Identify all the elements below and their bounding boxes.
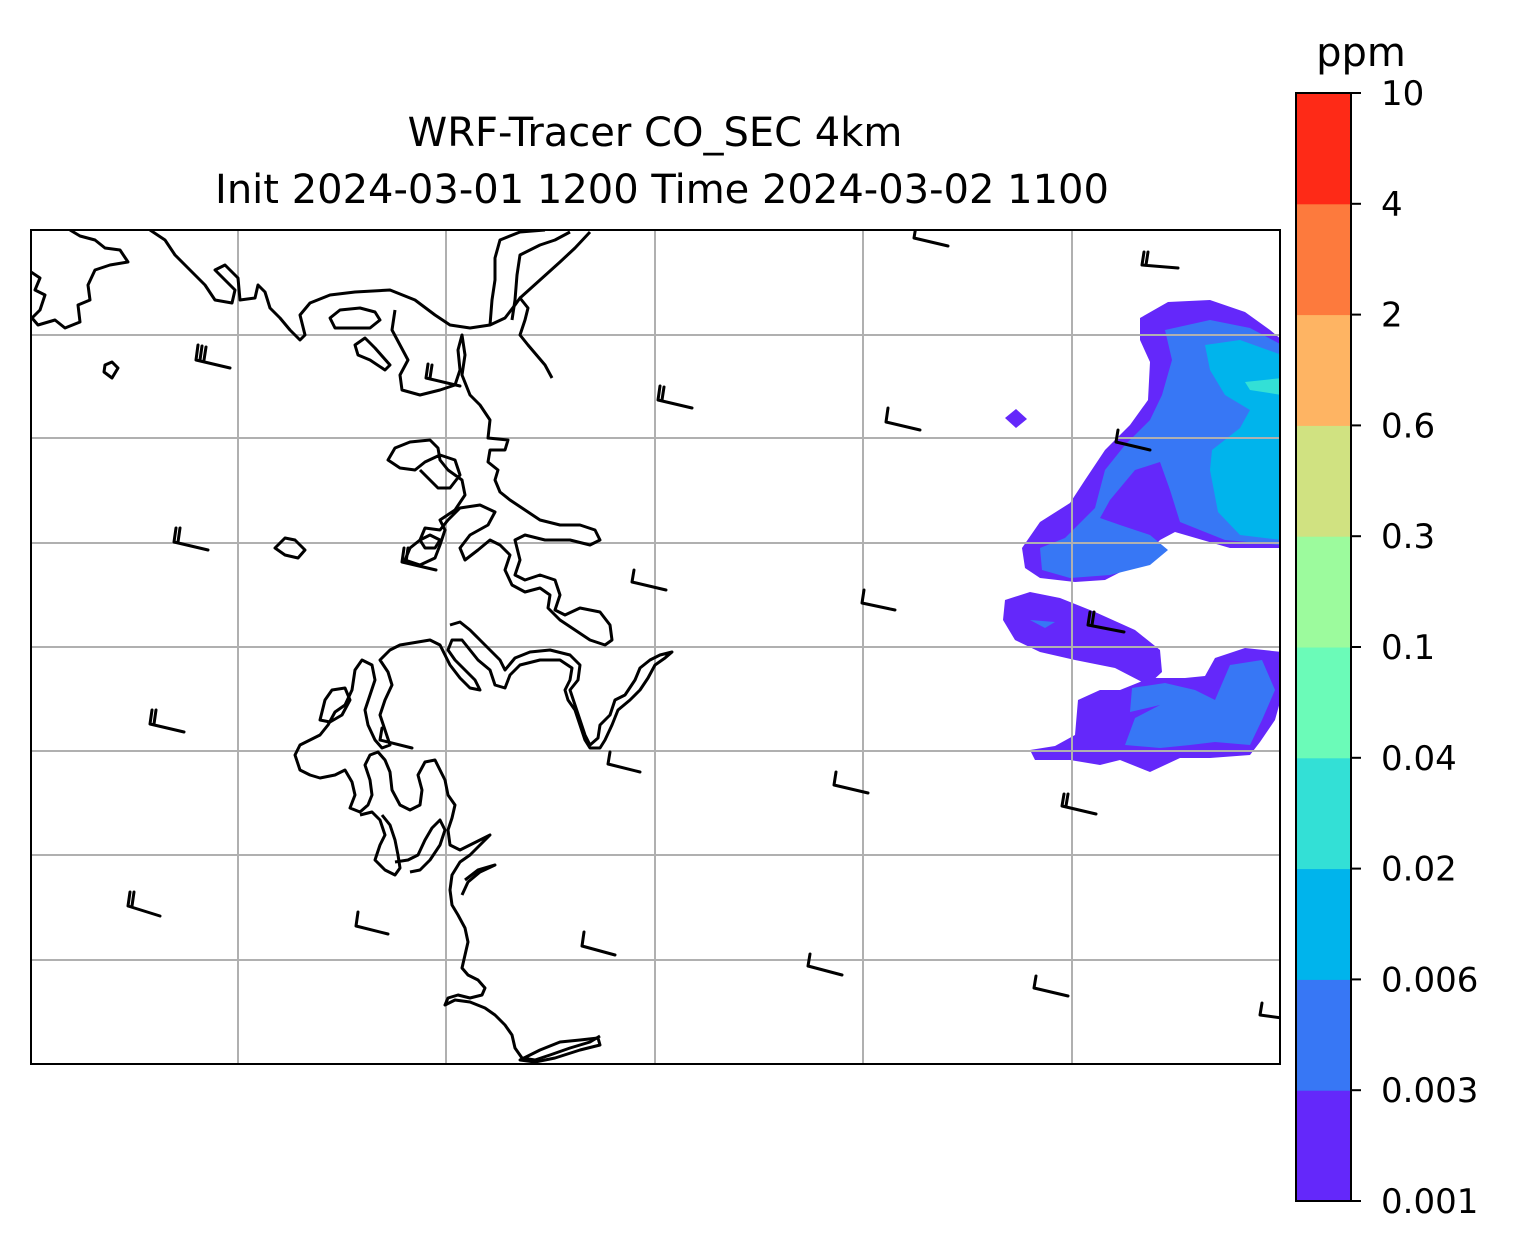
wind-barb [194,343,232,370]
colorbar-tick-label: 2 [1381,296,1403,336]
colorbar-tick-label: 4 [1381,185,1403,225]
wind-barb [580,930,617,957]
wind-barb [1086,610,1126,634]
wind-barb [606,750,642,774]
colorbar-band [1296,93,1351,205]
coastline-peninsula-tail [460,863,602,1064]
colorbar-tick-label: 0.006 [1381,960,1478,1000]
tracer-contour-level-1 [1003,592,1162,685]
coastline-bay-north [488,230,592,326]
wind-barb [884,406,922,432]
colorbar: 0.001 0.003 0.006 0.02 0.04 0.1 0.3 0.6 2 4 10 ppm [1295,30,1478,1222]
wind-barb [630,568,668,592]
wind-barb [1032,974,1070,998]
tracer-contour-cell [1005,409,1027,428]
wind-barb [912,230,950,248]
colorbar-unit-label: ppm [1316,30,1406,76]
wind-barb [806,952,844,977]
tracer-contour-level-2 [1125,660,1275,748]
colorbar-band [1296,647,1351,759]
wind-barb [378,726,414,750]
colorbar-band [1296,868,1351,980]
coastline-inlet [328,306,382,330]
colorbar-band [1296,1090,1351,1202]
colorbar-band [1296,314,1351,426]
colorbar-tick-label: 0.001 [1381,1182,1478,1222]
map-title-line-2: Init 2024-03-01 1200 Time 2024-03-02 110… [215,167,1109,213]
colorbar-tick-label: 10 [1381,74,1424,114]
wind-barb [832,770,870,795]
tracer-contour-level-2 [1030,620,1055,628]
colorbar-tick-label: 0.1 [1381,628,1435,668]
wind-barb [656,384,694,410]
wind-barb [1114,428,1152,452]
colorbar-band [1296,203,1351,316]
wind-barbs [126,230,1280,1020]
wind-barb [400,546,438,572]
colorbar-tick-label: 0.003 [1381,1071,1478,1111]
wind-barb [148,708,186,734]
colorbar-tick-label: 0.3 [1381,517,1435,557]
colorbar-tick-label: 0.02 [1381,850,1457,890]
wind-barb [354,910,390,936]
coastline-islands [102,336,392,380]
colorbar-tick-label: 0.04 [1381,739,1457,779]
colorbar-band [1296,757,1351,870]
coastline-peninsula [293,620,674,1062]
wind-barb [1140,250,1180,270]
map-frame [30,229,1281,1065]
coastline-northwest [31,230,130,330]
wind-barb [126,890,162,918]
colorbar-band [1296,536,1351,648]
coastline-peninsula-inner [318,686,447,877]
colorbar-band [1296,979,1351,1091]
coastlines [31,230,674,1064]
map-gridlines [31,230,1280,1064]
coastline-island-west [273,536,307,560]
colorbar-band [1296,425,1351,537]
coastline-island-mid [418,533,442,550]
coastline-north [149,230,554,379]
wind-barb [424,362,462,388]
map-title-line-1: WRF-Tracer CO_SEC 4km [408,110,903,156]
tracer-contour-level-4 [1245,378,1280,395]
wind-barb [860,588,897,612]
colorbar-tick-label: 0.6 [1381,406,1435,446]
tracer-contours [1003,300,1280,772]
map-plot-area [31,230,1280,1064]
wind-barb [1060,792,1098,816]
coastline-river-upper [386,309,614,647]
wind-barb [1258,1001,1280,1020]
wind-barb [172,526,210,552]
